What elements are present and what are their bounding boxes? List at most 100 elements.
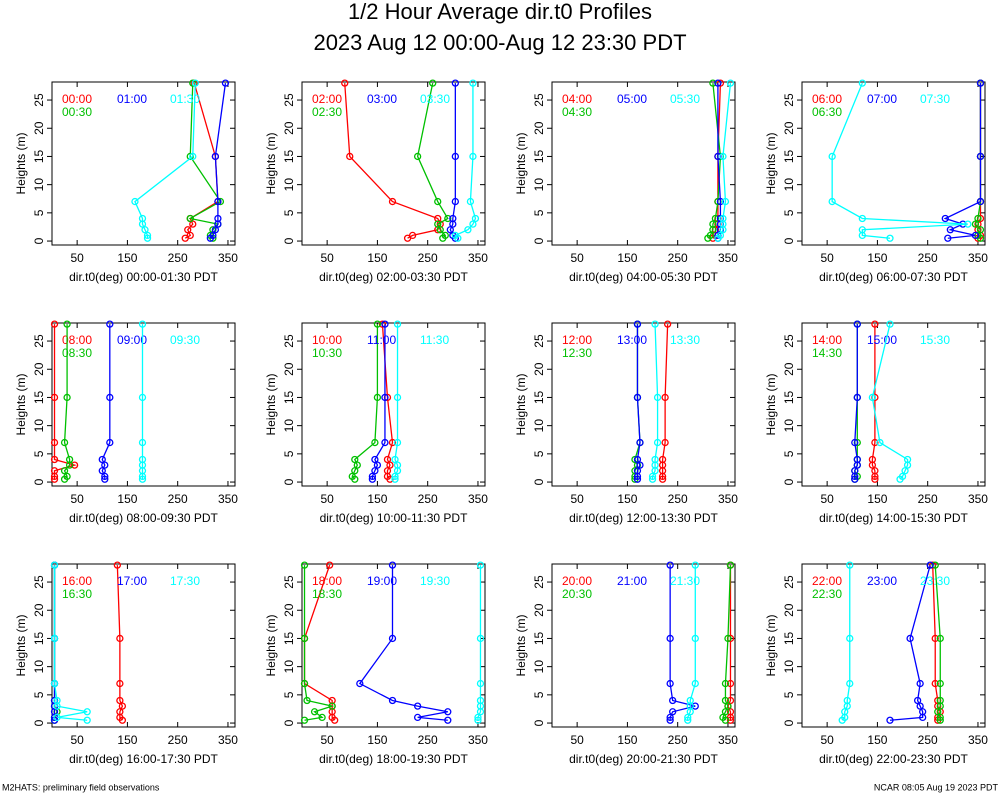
chart-title: 1/2 Hour Average dir.t0 Profiles	[348, 0, 652, 24]
profile-line	[889, 564, 931, 721]
y-tick-label: 5	[32, 691, 46, 698]
data-point	[868, 393, 877, 402]
data-point	[476, 634, 485, 643]
data-point	[116, 696, 124, 705]
legend-label: 14:30	[812, 346, 842, 360]
data-point	[944, 234, 952, 242]
y-tick-label: 5	[32, 209, 46, 216]
data-point	[451, 79, 459, 87]
legend-label: 08:00	[62, 333, 92, 347]
data-point	[926, 561, 934, 569]
x-tick-label: 150	[117, 492, 137, 506]
y-axis-label: Heights (m)	[14, 132, 28, 194]
legend-label: 19:00	[367, 574, 397, 588]
data-point	[469, 152, 477, 161]
legend-label: 07:30	[920, 92, 950, 106]
data-point	[50, 561, 59, 569]
y-tick-label: 5	[782, 450, 796, 457]
data-point	[936, 696, 944, 705]
y-tick-label: 0	[532, 478, 546, 485]
y-tick-label: 5	[782, 209, 796, 216]
data-point	[106, 438, 114, 447]
data-point	[388, 561, 397, 569]
data-point	[191, 79, 199, 87]
legend-label: 15:00	[867, 333, 897, 347]
x-tick-label: 150	[617, 492, 637, 506]
data-point	[684, 716, 692, 724]
y-tick-label: 10	[32, 178, 46, 192]
x-axis-label: dir.t0(deg) 20:00-21:30 PDT	[569, 752, 718, 766]
legend-label: 01:00	[117, 92, 147, 106]
y-tick-label: 5	[532, 209, 546, 216]
data-point	[853, 393, 861, 402]
data-point	[116, 679, 124, 688]
data-point	[666, 634, 674, 643]
legend-label: 23:30	[920, 574, 950, 588]
data-point	[50, 467, 59, 475]
x-tick-label: 350	[968, 251, 988, 265]
plot-frame	[551, 81, 736, 246]
data-point	[916, 679, 924, 688]
data-point	[651, 320, 659, 328]
x-tick-label: 350	[968, 492, 988, 506]
data-point	[871, 438, 879, 447]
y-axis-label: Heights (m)	[764, 614, 778, 676]
chart-subtitle: 2023 Aug 12 00:00-Aug 12 23:30 PDT	[313, 30, 686, 55]
data-point	[138, 438, 147, 447]
profile-line	[351, 324, 379, 480]
data-point	[871, 475, 879, 483]
x-tick-label: 250	[168, 251, 188, 265]
y-axis-label: Heights (m)	[514, 132, 528, 194]
data-point	[691, 561, 699, 569]
y-tick-label: 25	[32, 334, 46, 348]
data-point	[474, 716, 482, 724]
data-point	[651, 455, 659, 464]
data-point	[53, 713, 61, 722]
data-point	[653, 438, 662, 447]
legend-label: 09:00	[117, 333, 147, 347]
legend-label: 12:00	[562, 333, 592, 347]
y-tick-label: 15	[282, 390, 296, 404]
profile-line	[188, 83, 222, 239]
legend-label: 05:00	[617, 92, 647, 106]
y-tick-label: 15	[282, 631, 296, 645]
y-tick-label: 20	[532, 362, 546, 376]
x-axis-label: dir.t0(deg) 10:00-11:30 PDT	[320, 511, 469, 525]
y-tick-label: 15	[782, 390, 796, 404]
y-tick-label: 20	[282, 362, 296, 376]
legend-label: 05:30	[670, 92, 700, 106]
data-point	[931, 679, 939, 688]
data-point	[434, 220, 442, 228]
x-tick-label: 250	[668, 492, 688, 506]
data-point	[113, 561, 122, 569]
data-point	[913, 696, 922, 705]
data-point	[388, 696, 397, 705]
data-point	[636, 438, 644, 447]
data-point	[724, 634, 732, 643]
y-tick-label: 10	[282, 660, 296, 674]
data-point	[721, 197, 730, 206]
x-tick-label: 150	[867, 733, 887, 747]
y-tick-label: 5	[532, 691, 546, 698]
data-point	[388, 634, 397, 643]
data-point	[711, 214, 720, 223]
data-point	[666, 679, 674, 688]
data-point	[476, 679, 485, 688]
data-point	[303, 696, 311, 705]
data-point	[858, 214, 866, 223]
data-point	[138, 475, 147, 483]
plot-frame	[51, 322, 236, 487]
data-point	[633, 455, 642, 464]
y-tick-label: 25	[282, 93, 296, 107]
x-axis-label: dir.t0(deg) 06:00-07:30 PDT	[819, 270, 968, 284]
data-point	[931, 561, 939, 569]
legend-label: 22:30	[812, 587, 842, 601]
x-tick-label: 150	[617, 251, 637, 265]
y-tick-label: 20	[282, 121, 296, 135]
profile-line	[344, 83, 441, 239]
data-point	[716, 197, 725, 206]
data-point	[434, 197, 442, 206]
legend-label: 17:00	[117, 574, 147, 588]
data-point	[868, 455, 877, 464]
y-tick-label: 10	[782, 419, 796, 433]
